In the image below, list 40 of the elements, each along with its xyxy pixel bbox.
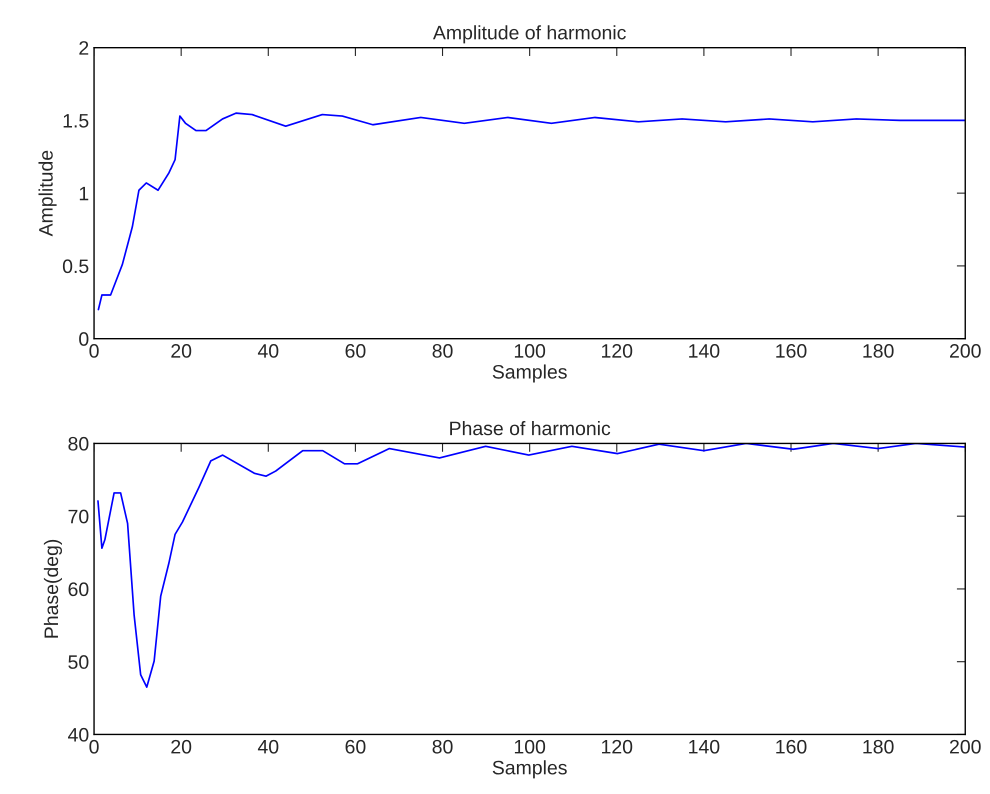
y-axis-title: Amplitude (38, 150, 57, 236)
y-tick-label: 70 (68, 510, 88, 524)
y-tick-label: 60 (68, 582, 88, 596)
x-tick-label: 160 (776, 344, 806, 358)
x-tick-label: 100 (514, 740, 546, 754)
x-tick-label: 0 (89, 344, 99, 358)
x-tick-label: 140 (689, 740, 720, 754)
x-axis-title: Samples (492, 760, 567, 778)
y-tick-label: 50 (68, 655, 88, 669)
chart-title: Phase of harmonic (450, 421, 610, 436)
y-tick-label: 1 (80, 186, 88, 200)
y-tick-label: 2 (79, 41, 88, 55)
x-tick-label: 120 (602, 344, 632, 358)
x-tick-label: 160 (776, 740, 806, 754)
x-tick-label: 80 (432, 344, 453, 358)
x-tick-label: 20 (171, 740, 192, 754)
x-tick-label: 200 (950, 740, 981, 754)
line-series (97, 443, 966, 688)
y-axis-title: Phase(deg) (44, 540, 62, 638)
y-tick-label: 1.5 (64, 114, 88, 128)
x-tick-label: 200 (950, 344, 981, 358)
y-tick-label: 0.5 (62, 259, 88, 274)
x-axis-title: Samples (492, 364, 567, 383)
x-tick-label: 40 (258, 344, 278, 358)
x-tick-label: 40 (258, 740, 278, 754)
x-tick-label: 140 (689, 344, 720, 358)
y-tick-label: 0 (79, 332, 88, 346)
x-tick-label: 180 (863, 344, 894, 358)
x-tick-label: 0 (89, 740, 99, 754)
x-tick-label: 20 (171, 344, 192, 358)
y-tick-label: 40 (68, 728, 88, 742)
x-tick-label: 100 (514, 344, 546, 358)
x-tick-label: 60 (346, 740, 366, 754)
x-tick-label: 120 (602, 740, 632, 754)
line-series (98, 112, 966, 310)
x-tick-label: 60 (346, 344, 366, 358)
y-tick-label: 80 (68, 436, 88, 451)
chart-title: Amplitude of harmonic (432, 25, 626, 44)
x-tick-label: 180 (863, 740, 894, 754)
x-tick-label: 80 (432, 740, 453, 754)
